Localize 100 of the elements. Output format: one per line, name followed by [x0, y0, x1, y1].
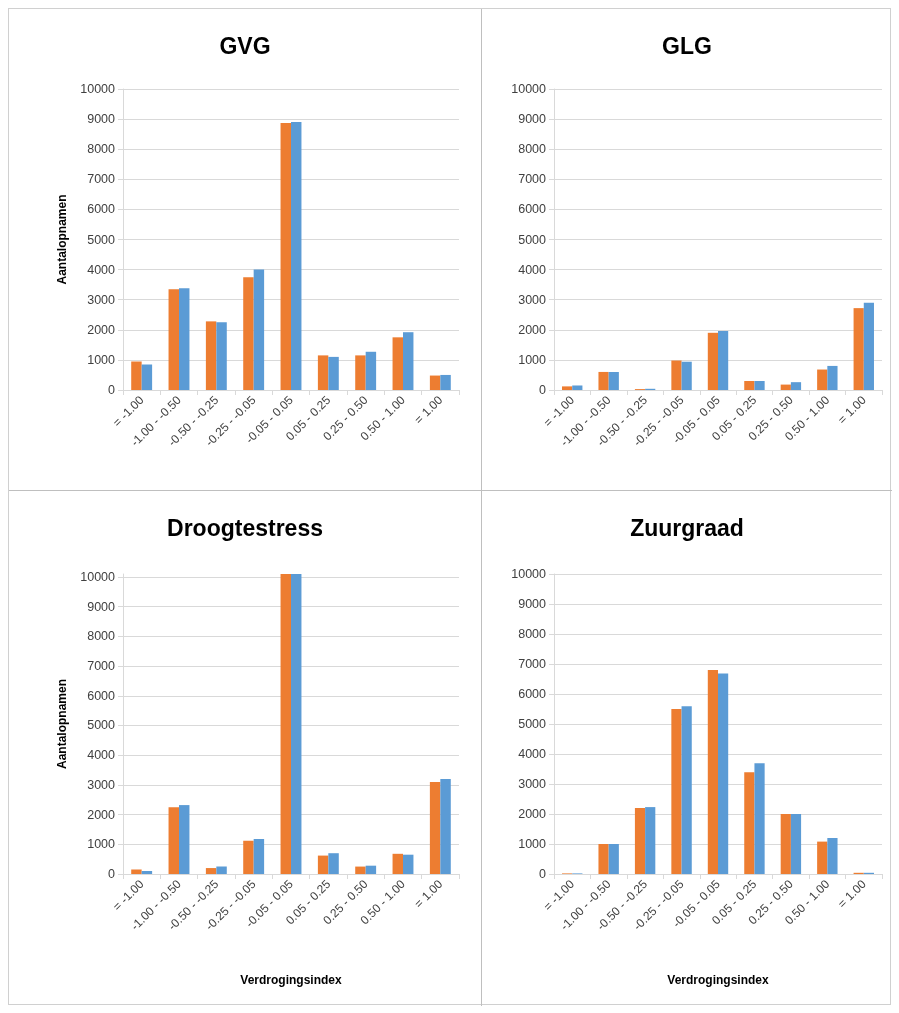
- y-tick-label: 4000: [518, 747, 547, 761]
- y-tick-label: 3000: [87, 777, 116, 792]
- bar: [780, 384, 791, 390]
- bar: [598, 844, 609, 874]
- y-tick-label: 1000: [518, 837, 547, 851]
- bar: [608, 844, 619, 874]
- bar: [817, 369, 828, 390]
- y-tick-label: 3000: [518, 777, 547, 791]
- y-axis-title: Aantalopnamen: [55, 194, 69, 285]
- bar: [598, 371, 609, 390]
- bar: [403, 854, 414, 874]
- bar: [141, 871, 153, 874]
- bar: [131, 869, 142, 874]
- bar: [790, 814, 802, 874]
- bar: [645, 807, 656, 874]
- y-tick-label: 4000: [518, 262, 547, 277]
- y-tick-label: 3000: [87, 292, 116, 307]
- bar: [440, 778, 451, 874]
- bar: [671, 360, 682, 390]
- bar: [328, 853, 339, 874]
- y-tick-label: 2000: [518, 807, 547, 821]
- bar: [754, 763, 765, 874]
- y-tick-label: 0: [539, 383, 547, 397]
- bar: [780, 814, 791, 874]
- bar: [827, 365, 838, 390]
- y-tick-label: 8000: [87, 142, 116, 157]
- bar: [328, 356, 339, 390]
- bar: [253, 838, 265, 874]
- bar: [205, 321, 217, 390]
- bar: [707, 332, 718, 390]
- y-tick-label: 0: [108, 383, 116, 397]
- y-tick-label: 7000: [87, 659, 116, 674]
- x-axis-title: Verdrogingsindex: [667, 973, 769, 987]
- y-tick-label: 5000: [87, 718, 116, 733]
- bar: [392, 337, 403, 390]
- y-tick-label: 9000: [87, 599, 116, 614]
- y-tick-label: 6000: [87, 202, 116, 217]
- y-tick-label: 6000: [87, 688, 116, 703]
- bar: [168, 289, 179, 390]
- bar: [179, 805, 190, 874]
- y-tick-label: 5000: [518, 717, 547, 731]
- bar: [355, 866, 366, 874]
- bar: [572, 385, 583, 390]
- y-tick-label: 7000: [518, 657, 547, 671]
- y-tick-label: 0: [108, 867, 116, 881]
- bar: [291, 574, 302, 874]
- y-tick-label: 2000: [87, 807, 116, 822]
- chart-title: Zuurgraad: [630, 514, 744, 541]
- bar: [205, 868, 217, 874]
- bar: [863, 302, 874, 390]
- y-tick-label: 10000: [511, 82, 547, 96]
- bar: [280, 123, 291, 390]
- y-tick-label: 9000: [87, 112, 116, 127]
- bar: [744, 772, 755, 874]
- y-tick-label: 5000: [518, 232, 547, 247]
- y-tick-label: 9000: [518, 112, 547, 127]
- bar: [253, 269, 265, 390]
- bar: [608, 371, 619, 390]
- y-tick-label: 8000: [518, 142, 547, 157]
- bar: [216, 866, 227, 874]
- y-tick-label: 8000: [87, 629, 116, 644]
- y-tick-label: 1000: [87, 837, 116, 852]
- y-tick-label: 10000: [80, 569, 116, 584]
- bar: [671, 709, 682, 874]
- y-tick-label: 10000: [511, 567, 547, 581]
- bar: [853, 308, 864, 390]
- y-tick-label: 1000: [518, 352, 547, 367]
- bar: [634, 808, 646, 874]
- y-tick-label: 7000: [87, 172, 116, 187]
- y-tick-label: 2000: [87, 322, 116, 337]
- bar: [403, 332, 414, 390]
- bar: [317, 355, 329, 390]
- bar: [718, 673, 729, 874]
- bar: [280, 574, 291, 874]
- y-tick-label: 5000: [87, 232, 116, 247]
- y-tick-label: 1000: [87, 352, 116, 367]
- y-axis-title: Aantalopnamen: [55, 678, 69, 770]
- bar: [131, 361, 142, 390]
- bar: [718, 331, 729, 390]
- bar: [365, 865, 377, 874]
- y-tick-label: 10000: [80, 82, 116, 96]
- bar: [707, 670, 718, 874]
- y-tick-label: 7000: [518, 172, 547, 187]
- bar: [243, 840, 254, 874]
- bar: [141, 364, 153, 390]
- chart-title: GVG: [219, 32, 271, 59]
- y-tick-label: 9000: [518, 597, 547, 611]
- y-tick-label: 4000: [87, 262, 116, 277]
- bar: [429, 375, 441, 390]
- bar: [681, 361, 692, 390]
- y-tick-label: 4000: [87, 748, 116, 763]
- bar: [392, 853, 403, 874]
- bar: [168, 807, 179, 874]
- bar: [429, 781, 441, 874]
- bar: [317, 855, 329, 874]
- bar: [754, 380, 765, 390]
- y-tick-label: 3000: [518, 292, 547, 307]
- bar: [827, 838, 838, 874]
- bar: [817, 841, 828, 874]
- chart-title: GLG: [662, 32, 712, 59]
